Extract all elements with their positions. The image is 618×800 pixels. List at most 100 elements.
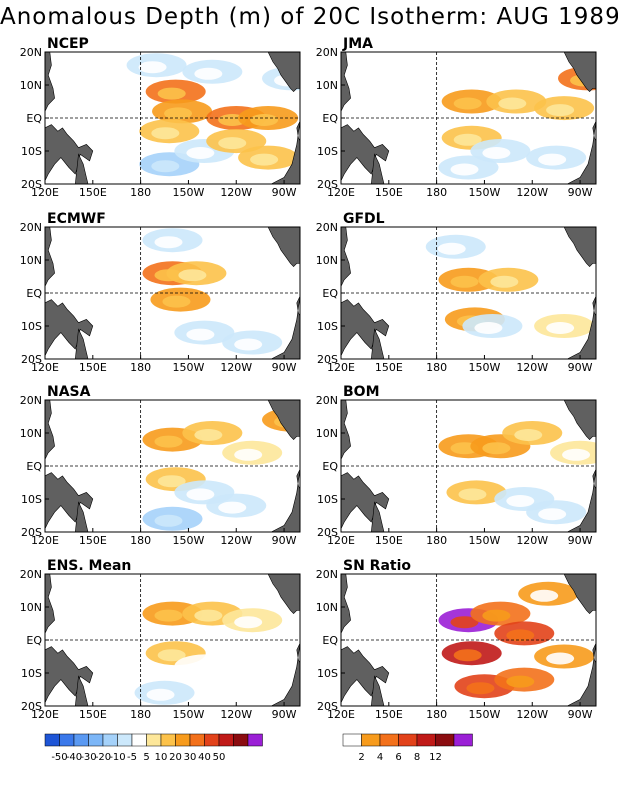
x-tick-label: 180 [426, 708, 447, 721]
land-mass [567, 296, 596, 359]
anomaly-core [226, 669, 255, 681]
anomaly-core [164, 107, 193, 120]
x-tick-label: 150W [173, 534, 205, 547]
x-tick-label: 180 [130, 361, 151, 374]
x-tick-label: 150W [173, 186, 205, 199]
y-tick-label: 10N [20, 254, 42, 267]
anomaly-core [453, 649, 482, 662]
y-tick-label: 10S [317, 493, 338, 506]
map-panel: JMA 120E 150E 180 150W 120W 90W 20N 10N EQ 10S 20S [316, 36, 597, 199]
anomaly-core [250, 114, 279, 126]
x-tick-label: 120W [516, 708, 548, 721]
anomaly-core [546, 322, 575, 334]
y-tick-label: 20S [317, 700, 338, 713]
land-mass [74, 675, 89, 706]
land-mass [370, 328, 385, 359]
land-mass [271, 469, 300, 532]
y-tick-label: 10S [21, 493, 42, 506]
anomaly-core [482, 147, 511, 159]
land-mass [567, 121, 596, 184]
x-tick-label: 120E [327, 361, 355, 374]
x-tick-label: 150W [173, 708, 205, 721]
map-panel: BOM 120E 150E 180 150W 120W 90W 20N 10N EQ 10S 20S [316, 384, 597, 547]
anomaly-core [194, 429, 223, 441]
x-tick-label: 150W [469, 361, 501, 374]
colorbar-swatch [453, 733, 473, 747]
colorbar-swatch [175, 733, 191, 747]
land-mass [45, 574, 55, 634]
x-tick-label: 90W [568, 361, 593, 374]
anomaly-colorbar: -50-40-30-20-10 -5 5 10 20 30 40 50 [44, 733, 263, 763]
x-tick-label: 120W [516, 534, 548, 547]
land-mass [271, 296, 300, 359]
anomaly-core [450, 275, 479, 288]
land-mass [370, 501, 385, 532]
y-tick-label: 10S [21, 145, 42, 158]
x-tick-label: 120E [31, 534, 59, 547]
x-tick-label: 150E [79, 708, 107, 721]
map-panel: NCEP 120E 150E 180 150W 120W 90W 20N 10N EQ 10S 20S [20, 36, 301, 199]
anomaly-core [530, 249, 559, 262]
land-mass [553, 400, 596, 441]
colorbar-label: -50 [51, 752, 67, 763]
anomaly-core [151, 160, 180, 173]
anomaly-core [157, 87, 186, 100]
x-tick-label: 150W [173, 361, 205, 374]
x-tick-label: 150E [79, 361, 107, 374]
x-tick-label: 90W [272, 186, 297, 199]
x-tick-label: 180 [130, 186, 151, 199]
anomaly-core [154, 609, 183, 622]
x-tick-label: 150E [375, 361, 403, 374]
anomaly-core [151, 127, 180, 140]
page-title: Anomalous Depth (m) of 20C Isotherm: AUG… [0, 4, 618, 30]
anomaly-core [490, 275, 519, 288]
colorbar-label: 5 [143, 752, 149, 763]
x-tick-label: 90W [568, 708, 593, 721]
y-tick-label: 20N [316, 568, 338, 581]
y-tick-label: 20N [316, 46, 338, 59]
anomaly-core [562, 448, 591, 461]
land-mass [370, 675, 385, 706]
land-mass [341, 52, 351, 112]
anomaly-core [506, 675, 535, 688]
x-tick-label: 120E [31, 186, 59, 199]
y-tick-label: EQ [26, 460, 42, 473]
y-tick-label: 20S [317, 353, 338, 366]
y-tick-label: 10N [316, 427, 338, 440]
colorbar-swatch [416, 733, 436, 747]
x-tick-label: 120W [516, 361, 548, 374]
anomaly-core [506, 629, 535, 642]
y-tick-label: 10S [317, 145, 338, 158]
land-mass [341, 299, 390, 356]
anomaly-core [138, 61, 167, 74]
x-tick-label: 120W [220, 534, 252, 547]
y-tick-label: EQ [26, 287, 42, 300]
land-mass [74, 328, 89, 359]
y-tick-label: 20N [20, 221, 42, 234]
anomaly-core [154, 435, 183, 448]
anomaly-core [458, 488, 487, 501]
x-tick-label: 90W [568, 186, 593, 199]
x-tick-label: 90W [272, 708, 297, 721]
map-panel: NASA 120E 150E 180 150W 120W 90W 20N 10N EQ 10S 20S [20, 384, 301, 547]
land-mass [45, 52, 55, 112]
colorbar-label: -30 [80, 752, 96, 763]
panel-title: SN Ratio [343, 558, 411, 574]
y-tick-label: EQ [322, 287, 338, 300]
y-tick-label: 10N [20, 601, 42, 614]
anomaly-core [186, 662, 215, 675]
colorbar-swatch [398, 733, 418, 747]
colorbar-label: 10 [155, 752, 168, 763]
colorbar-swatch [73, 733, 89, 747]
anomaly-core [218, 249, 247, 262]
panel-title: GFDL [343, 211, 385, 227]
colorbar-swatch [361, 733, 381, 747]
x-tick-label: 180 [426, 186, 447, 199]
land-mass [257, 52, 300, 93]
colorbar-label: 12 [429, 752, 442, 763]
anomaly-core [538, 508, 567, 521]
y-tick-label: 10N [316, 254, 338, 267]
land-mass [257, 227, 300, 268]
y-tick-label: 20S [21, 700, 42, 713]
x-tick-label: 90W [272, 534, 297, 547]
